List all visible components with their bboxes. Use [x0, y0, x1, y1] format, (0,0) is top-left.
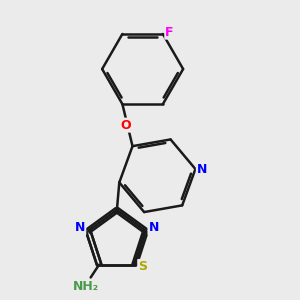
Text: S: S	[138, 260, 147, 273]
Text: F: F	[165, 26, 174, 39]
Text: N: N	[75, 221, 85, 234]
Text: N: N	[148, 221, 159, 234]
Text: NH₂: NH₂	[73, 280, 99, 293]
Text: O: O	[120, 118, 131, 132]
Text: N: N	[197, 163, 207, 176]
